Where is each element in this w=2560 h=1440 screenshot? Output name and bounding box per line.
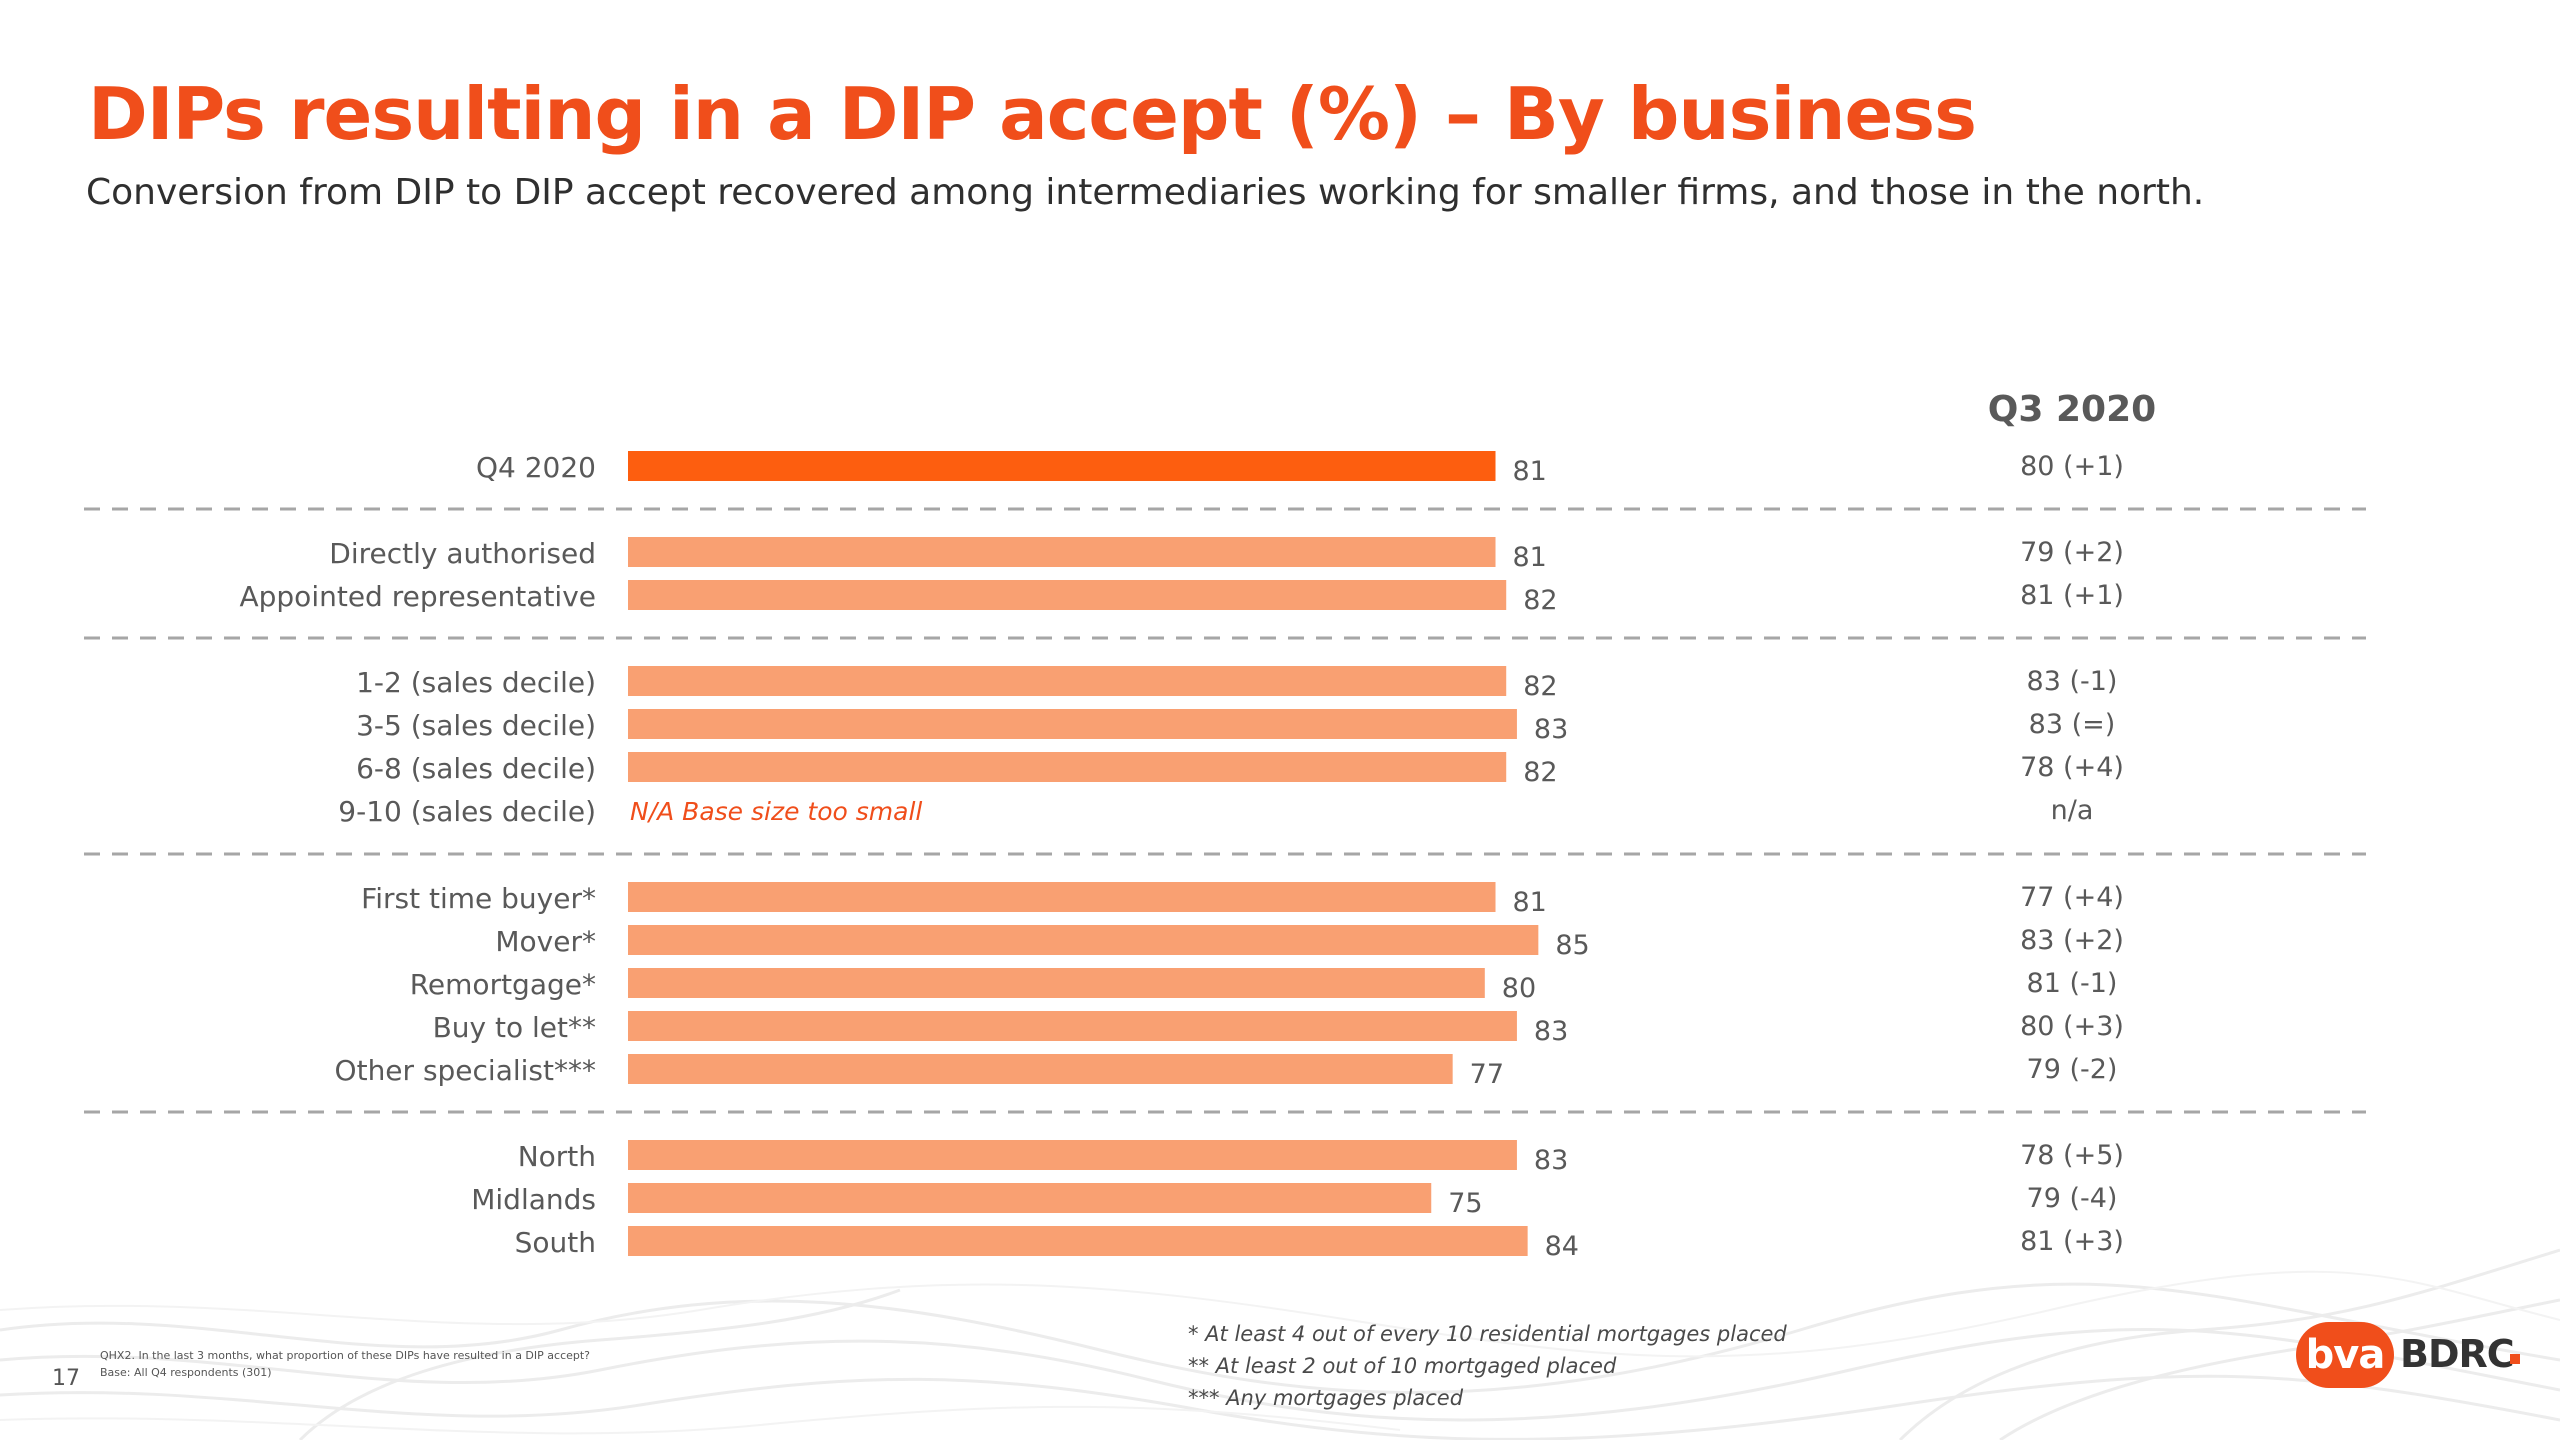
page-number: 17	[52, 1366, 80, 1391]
bar-value-label: 80	[1502, 973, 1536, 1004]
row-label: 3-5 (sales decile)	[356, 709, 596, 742]
q3-2020-value: 78 (+4)	[2020, 752, 2124, 783]
bar	[628, 1140, 1517, 1170]
bar-value-label: 83	[1534, 1016, 1568, 1047]
logo-bdrc-text: BDRC	[2400, 1332, 2515, 1376]
row-label: 9-10 (sales decile)	[338, 795, 596, 828]
q3-2020-value: 81 (+3)	[2020, 1226, 2124, 1257]
q3-2020-value: 83 (-1)	[2027, 666, 2118, 697]
bar-value-label: 81	[1513, 456, 1547, 487]
q3-2020-value: 81 (+1)	[2020, 580, 2124, 611]
bar	[628, 1183, 1432, 1213]
bar	[628, 537, 1496, 567]
footnote: *** Any mortgages placed	[1188, 1386, 1464, 1410]
bar	[628, 451, 1496, 481]
q3-2020-value: 80 (+1)	[2020, 451, 2124, 482]
row-label: South	[515, 1226, 596, 1259]
bar	[628, 580, 1507, 610]
bar	[628, 882, 1496, 912]
page-title: DIPs resulting in a DIP accept (%) – By …	[88, 72, 1977, 156]
bar-value-label: 77	[1470, 1059, 1504, 1090]
footnote: * At least 4 out of every 10 residential…	[1188, 1322, 1787, 1346]
q3-2020-value: 79 (+2)	[2020, 537, 2124, 568]
bar-value-label: 85	[1555, 930, 1589, 961]
source-note: QHX2. In the last 3 months, what proport…	[100, 1347, 590, 1381]
row-label: First time buyer*	[361, 882, 596, 915]
q3-2020-value: 81 (-1)	[2027, 968, 2118, 999]
row-label: Directly authorised	[329, 537, 596, 570]
bar-value-label: 82	[1523, 585, 1557, 616]
source-question: QHX2. In the last 3 months, what proport…	[100, 1349, 591, 1362]
bar-value-label: 81	[1513, 542, 1547, 573]
row-label: Q4 2020	[476, 451, 596, 484]
source-base: Base: All Q4 respondents (301)	[100, 1366, 272, 1379]
bar	[628, 1226, 1528, 1256]
footnotes: * At least 4 out of every 10 residential…	[1188, 1318, 1787, 1414]
q3-2020-value: n/a	[2051, 795, 2094, 826]
bar-value-label: 81	[1513, 887, 1547, 918]
row-label: Mover*	[495, 925, 596, 958]
bar	[628, 925, 1539, 955]
bar	[628, 1054, 1453, 1084]
page-subtitle: Conversion from DIP to DIP accept recove…	[86, 172, 2205, 213]
q3-2020-value: 83 (=)	[2029, 709, 2116, 740]
bar-value-label: 75	[1448, 1188, 1482, 1219]
row-label: 6-8 (sales decile)	[356, 752, 596, 785]
bar	[628, 666, 1507, 696]
q3-2020-value: 83 (+2)	[2020, 925, 2124, 956]
logo-bva-mark: bva	[2296, 1322, 2394, 1388]
na-note: N/A Base size too small	[630, 797, 922, 826]
q3-2020-value: 79 (-2)	[2027, 1054, 2118, 1085]
bar-value-label: 83	[1534, 714, 1568, 745]
q3-2020-value: 79 (-4)	[2027, 1183, 2118, 1214]
q3-2020-value: 77 (+4)	[2020, 882, 2124, 913]
row-label: 1-2 (sales decile)	[356, 666, 596, 699]
row-label: Remortgage*	[410, 968, 596, 1001]
row-label: Other specialist***	[335, 1054, 596, 1087]
logo-dot	[2510, 1354, 2520, 1364]
bar-value-label: 82	[1523, 671, 1557, 702]
row-label: North	[518, 1140, 596, 1173]
bar	[628, 709, 1517, 739]
bar-value-label: 83	[1534, 1145, 1568, 1176]
bar	[628, 1011, 1517, 1041]
row-label: Buy to let**	[433, 1011, 596, 1044]
footnote: ** At least 2 out of 10 mortgaged placed	[1188, 1354, 1617, 1378]
bar	[628, 752, 1507, 782]
row-label: Midlands	[471, 1183, 596, 1216]
bar-value-label: 84	[1545, 1231, 1579, 1262]
bar	[628, 968, 1485, 998]
row-label: Appointed representative	[239, 580, 596, 613]
q3-2020-value: 80 (+3)	[2020, 1011, 2124, 1042]
bva-bdrc-logo: bva BDRC	[2296, 1320, 2526, 1392]
q3-2020-header: Q3 2020	[1988, 389, 2156, 430]
q3-2020-value: 78 (+5)	[2020, 1140, 2124, 1171]
bar-value-label: 82	[1523, 757, 1557, 788]
